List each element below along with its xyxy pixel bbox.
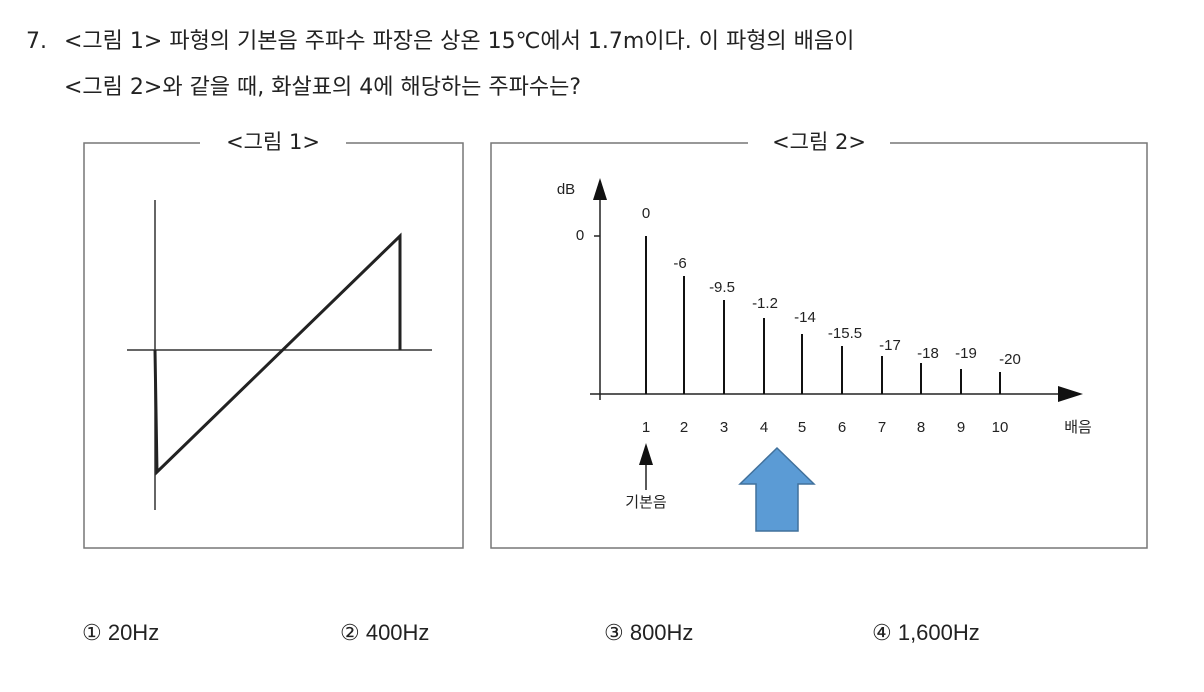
level-label: -15.5 xyxy=(828,325,862,342)
harmonic-label: 1 xyxy=(642,419,650,436)
question-line: <그림 2>와 같을 때, 화살표의 4에 해당하는 주파수는? xyxy=(64,75,581,100)
label-bg xyxy=(748,128,890,158)
harmonic-label: 4 xyxy=(760,419,768,436)
label-bg xyxy=(200,128,346,158)
figure-frame xyxy=(83,142,464,549)
choice: ③ 800Hz xyxy=(604,620,693,645)
choice: ④ 1,600Hz xyxy=(872,620,980,645)
arrow-head xyxy=(1058,386,1083,402)
level-label: -14 xyxy=(794,309,816,326)
question-number: 7. xyxy=(26,29,47,54)
sawtooth xyxy=(153,232,402,476)
figure-label: <그림 2> xyxy=(772,130,866,154)
choice: ② 400Hz xyxy=(340,620,429,645)
level-label: -9.5 xyxy=(709,279,735,296)
harmonic-label: 7 xyxy=(878,419,886,436)
x-label: 배음 xyxy=(1064,419,1092,436)
level-label: -17 xyxy=(879,337,901,354)
fundamental-label: 기본음 xyxy=(625,494,666,511)
harmonic-label: 2 xyxy=(680,419,688,436)
y-label: dB xyxy=(557,181,575,198)
level-label: 0 xyxy=(642,205,650,222)
level-label: -20 xyxy=(999,351,1021,368)
choice: ① 20Hz xyxy=(82,620,159,645)
harmonic-label: 5 xyxy=(798,419,806,436)
question-line: <그림 1> 파형의 기본음 주파수 파장은 상온 15℃에서 1.7m이다. … xyxy=(64,29,854,54)
harmonic-label: 8 xyxy=(917,419,925,436)
y-tick-label: 0 xyxy=(576,227,584,244)
highlight-arrow xyxy=(738,446,816,532)
figure-label: <그림 1> xyxy=(226,130,320,154)
level-label: -18 xyxy=(917,345,939,362)
level-label: -1.2 xyxy=(752,295,778,312)
level-label: -6 xyxy=(673,255,686,272)
arrow-head xyxy=(593,178,607,200)
arrow-head xyxy=(639,443,653,465)
figure-frame xyxy=(490,142,1148,549)
level-label: -19 xyxy=(955,345,977,362)
harmonic-label: 3 xyxy=(720,419,728,436)
harmonic-label: 6 xyxy=(838,419,846,436)
harmonic-label: 10 xyxy=(992,419,1009,436)
harmonic-label: 9 xyxy=(957,419,965,436)
